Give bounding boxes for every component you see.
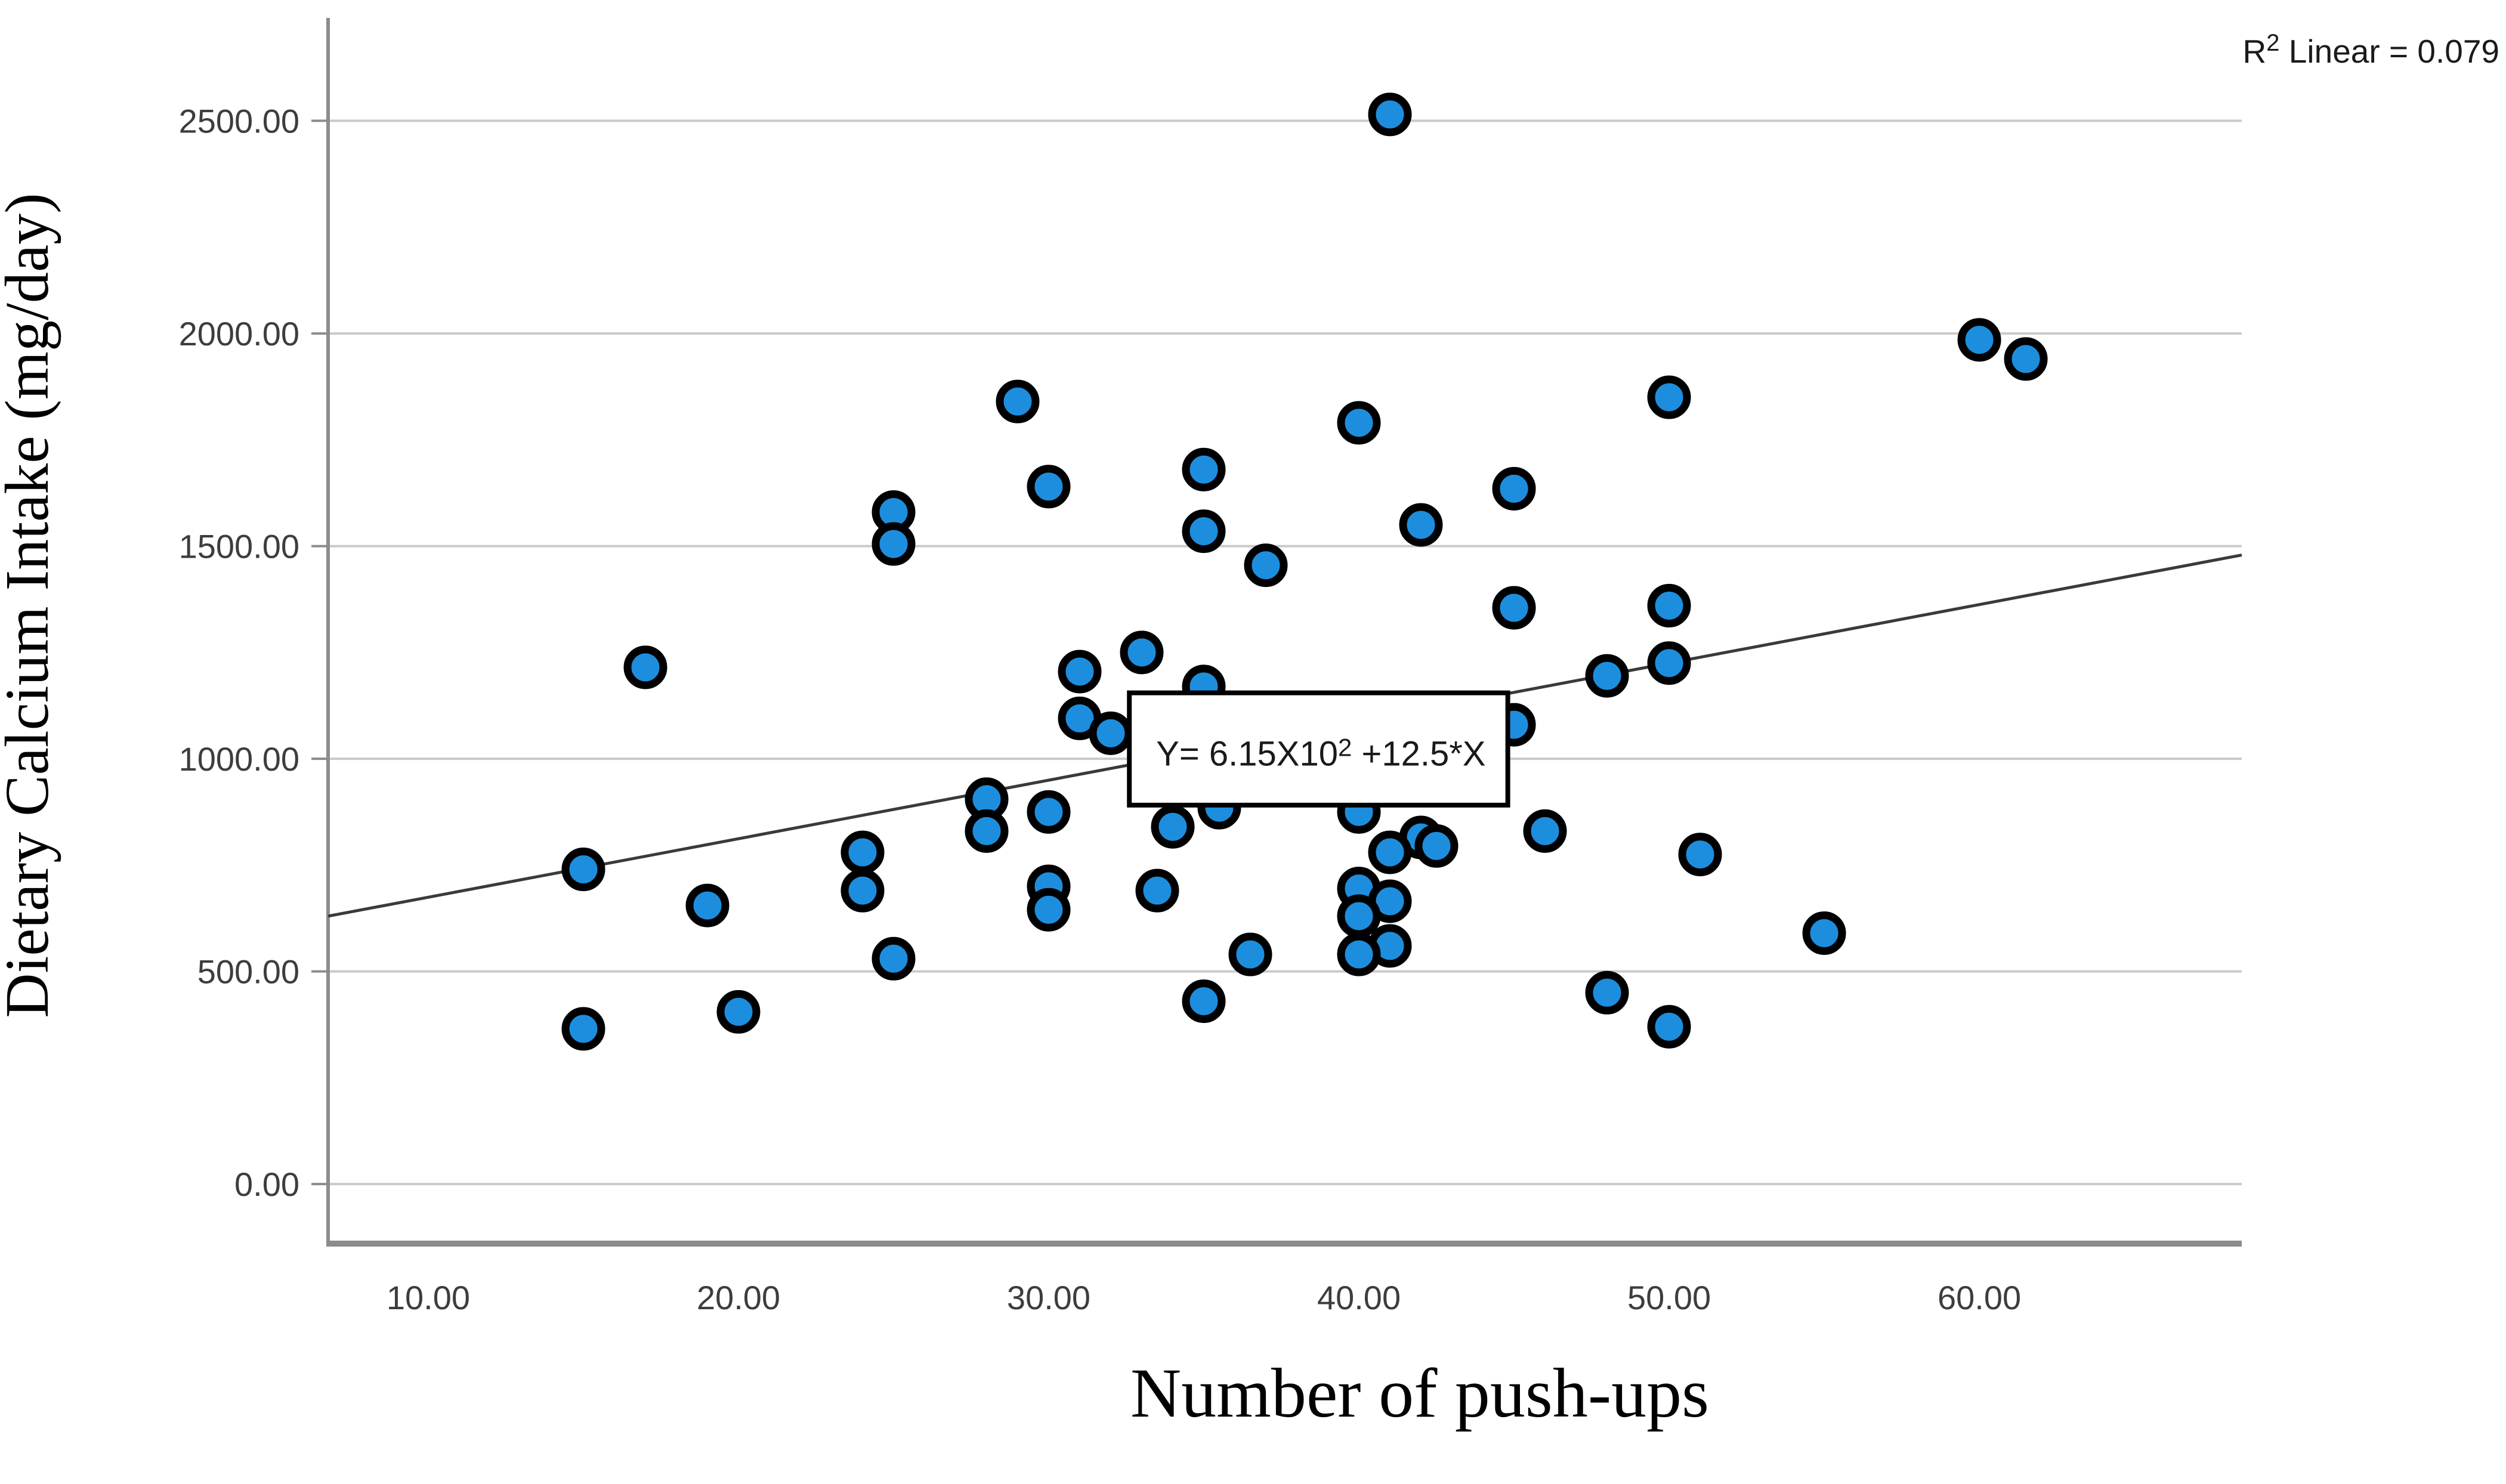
scatter-point: [561, 848, 605, 892]
scatter-point: [1027, 465, 1071, 509]
scatter-point: [841, 868, 885, 913]
y-axis-title: Dietary Calcium Intake (mg/day): [0, 193, 61, 1018]
scatter-point: [965, 809, 1009, 853]
equation-box: [1127, 690, 1510, 808]
scatter-point: [716, 990, 761, 1034]
scatter-point: [1337, 401, 1381, 445]
x-tick-label: 60.00: [1938, 1279, 2021, 1316]
scatter-point: [1089, 711, 1133, 755]
x-tick-label: 10.00: [387, 1279, 470, 1316]
scatter-point: [1027, 790, 1071, 834]
scatter-point: [1135, 868, 1179, 913]
x-tick-label: 20.00: [697, 1279, 780, 1316]
x-tick-label: 40.00: [1317, 1279, 1401, 1316]
scatter-point: [872, 522, 916, 566]
scatter-point: [1337, 894, 1381, 938]
x-axis-title: Number of push-ups: [1130, 1354, 1709, 1432]
scatter-point: [685, 883, 730, 928]
scatter-point: [1399, 503, 1443, 547]
scatter-point: [1647, 641, 1691, 685]
gridlines-layer: 0.00 500.00 1000.00 1500.00 2000.00 2500.00 10…: [179, 103, 2242, 1316]
scatter-point: [1027, 888, 1071, 932]
y-tick-label: 1000.00: [179, 740, 299, 778]
scatter-point: [1523, 809, 1567, 853]
scatter-point: [2004, 337, 2048, 381]
scatter-point: [1585, 970, 1629, 1015]
scatter-point: [1492, 586, 1536, 630]
scatter-point: [996, 379, 1040, 423]
scatter-point: [1678, 833, 1722, 877]
scatter-point: [623, 645, 668, 690]
scatter-point: [1120, 630, 1164, 675]
scatter-point: [1244, 543, 1288, 588]
y-tick-label: 500.00: [197, 953, 299, 991]
scatter-point: [1182, 979, 1226, 1024]
scatter-point: [1647, 1004, 1691, 1049]
y-tick-label: 2000.00: [179, 315, 299, 353]
x-tick-label: 50.00: [1627, 1279, 1711, 1316]
x-tick-label: 30.00: [1007, 1279, 1090, 1316]
scatter-point: [1182, 447, 1226, 491]
scatter-point: [1647, 375, 1691, 419]
scatter-point: [1337, 932, 1381, 976]
scatter-point: [1151, 805, 1195, 849]
axes-layer: [311, 18, 2242, 1247]
equation-label: Y= 6.15X102 +12.5*X: [1156, 734, 1485, 774]
scatter-point: [561, 1007, 605, 1051]
scatter-point: [1957, 318, 2001, 362]
scatter-point: [1368, 830, 1412, 874]
scatter-points-layer: [561, 92, 2048, 1051]
y-tick-label: 2500.00: [179, 103, 299, 140]
scatter-point: [1228, 932, 1272, 976]
scatter-point: [841, 830, 885, 874]
y-tick-label: 1500.00: [179, 528, 299, 565]
scatter-point: [1585, 654, 1629, 698]
y-tick-label: 0.00: [234, 1165, 299, 1203]
scatter-point: [1058, 650, 1102, 694]
scatter-point: [1182, 509, 1226, 554]
scatter-point: [1802, 911, 1846, 955]
scatter-point: [1647, 583, 1691, 627]
r2-linear-label: R2 Linear = 0.079: [2243, 30, 2499, 70]
scatter-point: [1414, 824, 1459, 868]
scatter-point: [1368, 92, 1412, 137]
scatter-point: [872, 936, 916, 981]
scatter-point: [1492, 466, 1536, 511]
